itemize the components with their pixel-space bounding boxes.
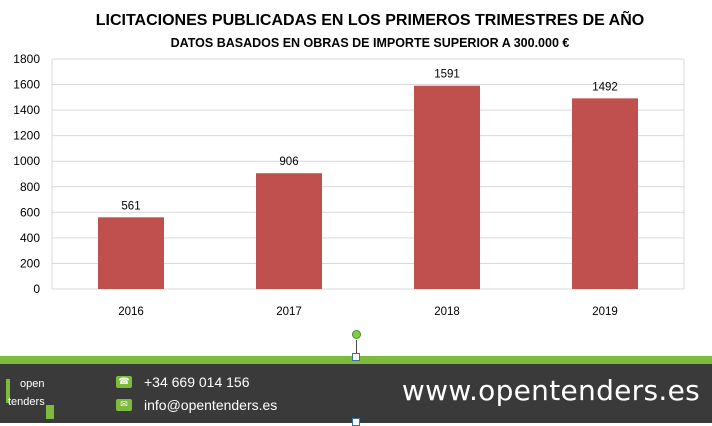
rotation-handle-line — [356, 340, 357, 357]
y-tick-label: 0 — [33, 282, 40, 296]
logo-text-open: open — [20, 378, 45, 390]
x-tick-label: 2018 — [434, 306, 460, 318]
y-tick-label: 1600 — [13, 78, 40, 92]
data-label-2018: 1591 — [434, 69, 460, 81]
y-tick-label: 800 — [20, 180, 40, 194]
bar-2016 — [98, 217, 164, 289]
bars — [98, 85, 638, 289]
y-tick-label: 600 — [20, 205, 40, 219]
resize-handle-top[interactable] — [352, 353, 360, 361]
y-tick-label: 1200 — [13, 129, 40, 143]
phone-icon: ☎ — [116, 376, 132, 388]
data-labels: 561 906 1591 1492 — [121, 69, 617, 213]
y-tick-label: 1000 — [13, 154, 40, 168]
y-tick-label: 400 — [20, 231, 40, 245]
logo-text-tenders: tenders — [8, 396, 45, 408]
website-url[interactable]: www.opentenders.es — [401, 374, 700, 407]
rotation-handle[interactable] — [352, 330, 361, 339]
logo-bar-right — [46, 405, 54, 419]
phone-number[interactable]: +34 669 014 156 — [144, 374, 250, 390]
y-tick-label: 200 — [20, 256, 40, 270]
chart-subtitle: DATOS BASADOS EN OBRAS DE IMPORTE SUPERI… — [171, 36, 570, 50]
data-label-2016: 561 — [121, 200, 140, 212]
chart-title: LICITACIONES PUBLICADAS EN LOS PRIMEROS … — [96, 9, 644, 29]
y-tick-label: 1400 — [13, 103, 40, 117]
footer-banner: open tenders ☎ +34 669 014 156 ✉ info@op… — [0, 356, 712, 423]
data-label-2017: 906 — [279, 156, 298, 168]
bar-2018 — [414, 85, 480, 289]
bar-2017 — [256, 173, 322, 289]
x-tick-label: 2016 — [118, 306, 144, 318]
bar-chart: LICITACIONES PUBLICADAS EN LOS PRIMEROS … — [13, 9, 685, 318]
y-tick-label: 1800 — [13, 52, 40, 66]
y-axis-ticks: 0 200 400 600 800 1000 1200 1400 1600 1800 — [13, 52, 40, 296]
data-label-2019: 1492 — [592, 81, 618, 93]
resize-handle-bottom[interactable] — [352, 418, 360, 426]
email-address[interactable]: info@opentenders.es — [144, 397, 278, 413]
logo-bar-left — [6, 379, 10, 403]
envelope-icon: ✉ — [116, 399, 132, 411]
phone-row: ☎ +34 669 014 156 — [116, 374, 250, 390]
x-tick-label: 2019 — [592, 306, 618, 318]
email-row: ✉ info@opentenders.es — [116, 397, 277, 413]
opentenders-logo: open tenders — [6, 373, 58, 423]
x-axis-ticks: 2016 2017 2018 2019 — [118, 306, 618, 318]
x-tick-label: 2017 — [276, 306, 302, 318]
bar-2019 — [572, 98, 638, 289]
chart-area: LICITACIONES PUBLICADAS EN LOS PRIMEROS … — [13, 9, 685, 318]
